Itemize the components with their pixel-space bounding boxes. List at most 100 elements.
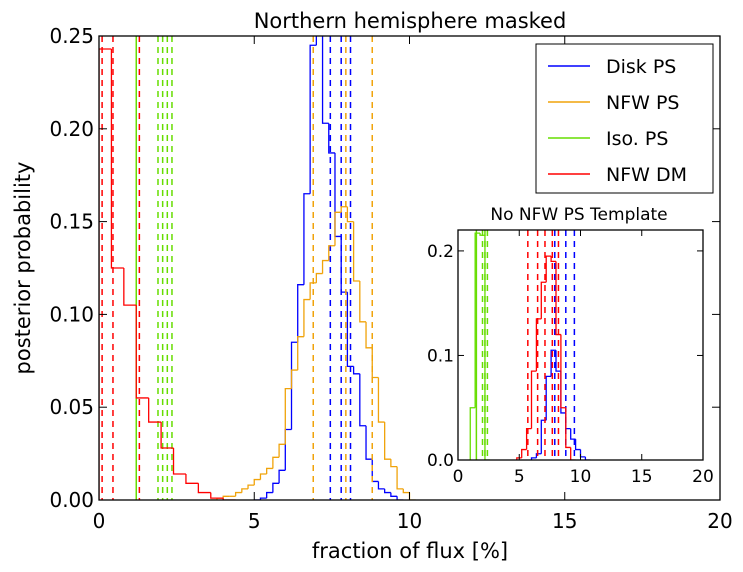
main-y-tick-label: 0.05 [49, 395, 94, 419]
legend-label-nfw-dm: NFW DM [606, 164, 687, 186]
legend-label-disk-ps: Disk PS [606, 56, 676, 78]
main-y-tick-label: 0.00 [49, 488, 94, 512]
inset-panel: No NFW PS Template 0 5 10 15 20 0.0 0.1 0.2 [427, 205, 714, 487]
main-y-tick-label: 0.25 [49, 24, 94, 48]
inset-disk-histogram-bin [584, 456, 591, 460]
main-disk-histogram-bin [390, 492, 398, 497]
main-disk-histogram-bin [384, 488, 391, 494]
inset-iso-histogram-bin [474, 232, 481, 408]
main-disk-histogram-bin [359, 373, 367, 427]
inset-x-tick-label: 20 [692, 467, 714, 487]
inset-nfw-dm-histogram-bin [545, 255, 552, 283]
main-nfw-ps-histogram-bin [328, 245, 335, 261]
inset-title: No NFW PS Template [490, 205, 667, 225]
inset-disk-histogram-bin [530, 457, 537, 460]
main-disk-histogram-bin [377, 481, 385, 490]
main-y-tick-label: 0.10 [49, 302, 94, 326]
y-axis-label: posterior probability [11, 162, 35, 375]
main-plot-area [99, 36, 416, 500]
inset-plot-frame [457, 229, 704, 461]
main-disk-histogram-bin [297, 284, 304, 343]
main-nfw-ps-histogram-bin [266, 467, 273, 475]
main-nfw-ps-histogram-bin [234, 491, 242, 497]
main-nfw-ps-histogram-bin [334, 211, 342, 246]
main-title: Northern hemisphere masked [254, 9, 567, 33]
main-tick-labels: 0 5 10 15 200.000.050.100.150.200.25 [49, 24, 732, 533]
main-disk-histogram-bin [272, 482, 280, 493]
main-nfw-ps-histogram-bin [253, 478, 261, 486]
inset-iso-histogram-bin [469, 407, 476, 460]
inset-nfw-dm-histogram-bin [570, 447, 576, 460]
inset-nfw-dm-histogram-bin [550, 256, 556, 263]
main-disk-histogram-bin [321, 36, 329, 124]
inset-disk-histogram-bin [555, 350, 561, 372]
main-nfw-dm-histogram-bin [135, 305, 149, 399]
legend-label-iso-ps: Iso. PS [606, 128, 668, 150]
main-disk-histogram-bin [303, 193, 311, 285]
main-nfw-dm-histogram-bin [222, 498, 236, 500]
inset-disk-histogram-bin [550, 349, 556, 377]
x-axis-label: fraction of flux [%] [312, 539, 508, 563]
main-nfw-ps-histogram-bin [309, 282, 317, 300]
main-disk-histogram-bin [328, 123, 335, 154]
main-disk-histogram-bin [365, 425, 373, 460]
inset-disk-histogram-bin [545, 375, 552, 421]
inset-iso-histogram-bin [479, 233, 485, 236]
inset-disk-histogram-bin [535, 453, 542, 458]
inset-nfw-dm-histogram-bin [535, 318, 542, 372]
inset-background [458, 230, 703, 460]
main-y-tick-label: 0.20 [49, 117, 94, 141]
inset-tick-labels: 0 5 10 15 20 0.0 0.1 0.2 [427, 242, 714, 487]
main-nfw-ps-histogram-bin [315, 272, 323, 283]
main-nfw-ps-histogram-bin [290, 369, 298, 389]
main-nfw-dm-histogram-bin [148, 397, 162, 423]
inset-nfw-dm-histogram-bin [516, 457, 522, 460]
main-disk-histogram-bin [352, 366, 360, 375]
inset-y-tick-label: 0.0 [427, 451, 454, 471]
main-nfw-ps-histogram-bin [346, 206, 354, 223]
main-x-tick-label: 5 [248, 509, 261, 533]
legend: Disk PS NFW PS Iso. PS NFW DM [535, 43, 714, 194]
main-nfw-ps-histogram-bin [297, 336, 304, 371]
inset-x-tick-label: 10 [570, 467, 592, 487]
main-y-tick-label: 0.15 [49, 210, 94, 234]
main-nfw-ps-histogram-bin [352, 221, 360, 282]
inset-nfw-dm-histogram-bin [555, 261, 561, 336]
inset-y-tick-label: 0.1 [427, 346, 454, 366]
main-nfw-ps-histogram-bin [303, 298, 311, 337]
main-nfw-ps-histogram-bin [247, 484, 255, 489]
inset-nfw-dm-histogram-bin [521, 448, 527, 458]
main-disk-histogram-bin [290, 341, 298, 430]
main-nfw-ps-histogram-bin [377, 377, 385, 423]
main-nfw-dm-histogram-bin [110, 48, 124, 269]
main-disk-histogram-bin [346, 292, 354, 368]
legend-box [535, 43, 714, 194]
legend-label-nfw-ps: NFW PS [606, 92, 680, 114]
main-x-tick-label: 10 [397, 509, 422, 533]
inset-nfw-dm-histogram-bin [530, 370, 537, 429]
main-disk-histogram-bin [278, 469, 286, 484]
inset-nfw-dm-histogram-bin [525, 427, 532, 450]
main-nfw-ps-histogram-bin [365, 321, 373, 349]
main-nfw-dm-histogram-bin [197, 483, 211, 494]
inset-x-tick-label: 15 [631, 467, 653, 487]
main-nfw-ps-histogram-bin [321, 259, 329, 274]
main-x-tick-label: 20 [707, 509, 732, 533]
main-x-tick-label: 0 [93, 509, 106, 533]
main-nfw-dm-histogram-bin [160, 422, 174, 449]
inset-y-tick-label: 0.2 [427, 242, 454, 262]
main-x-tick-label: 15 [552, 509, 577, 533]
main-nfw-dm-histogram-bin [172, 448, 186, 475]
main-nfw-ps-histogram-bin [384, 422, 391, 460]
inset-plot-area [469, 230, 591, 460]
inset-nfw-dm-histogram-bin [540, 281, 547, 319]
main-nfw-ps-histogram-bin [241, 488, 249, 493]
main-disk-histogram-bin [315, 36, 317, 46]
inset-nfw-dm-histogram-bin [560, 334, 566, 409]
main-nfw-dm-histogram-bin [99, 48, 112, 500]
main-nfw-ps-histogram-bin [359, 280, 367, 323]
main-disk-histogram-bin [266, 491, 273, 499]
main-nfw-dm-histogram-bin [123, 268, 137, 306]
inset-x-tick-label: 5 [514, 467, 525, 487]
